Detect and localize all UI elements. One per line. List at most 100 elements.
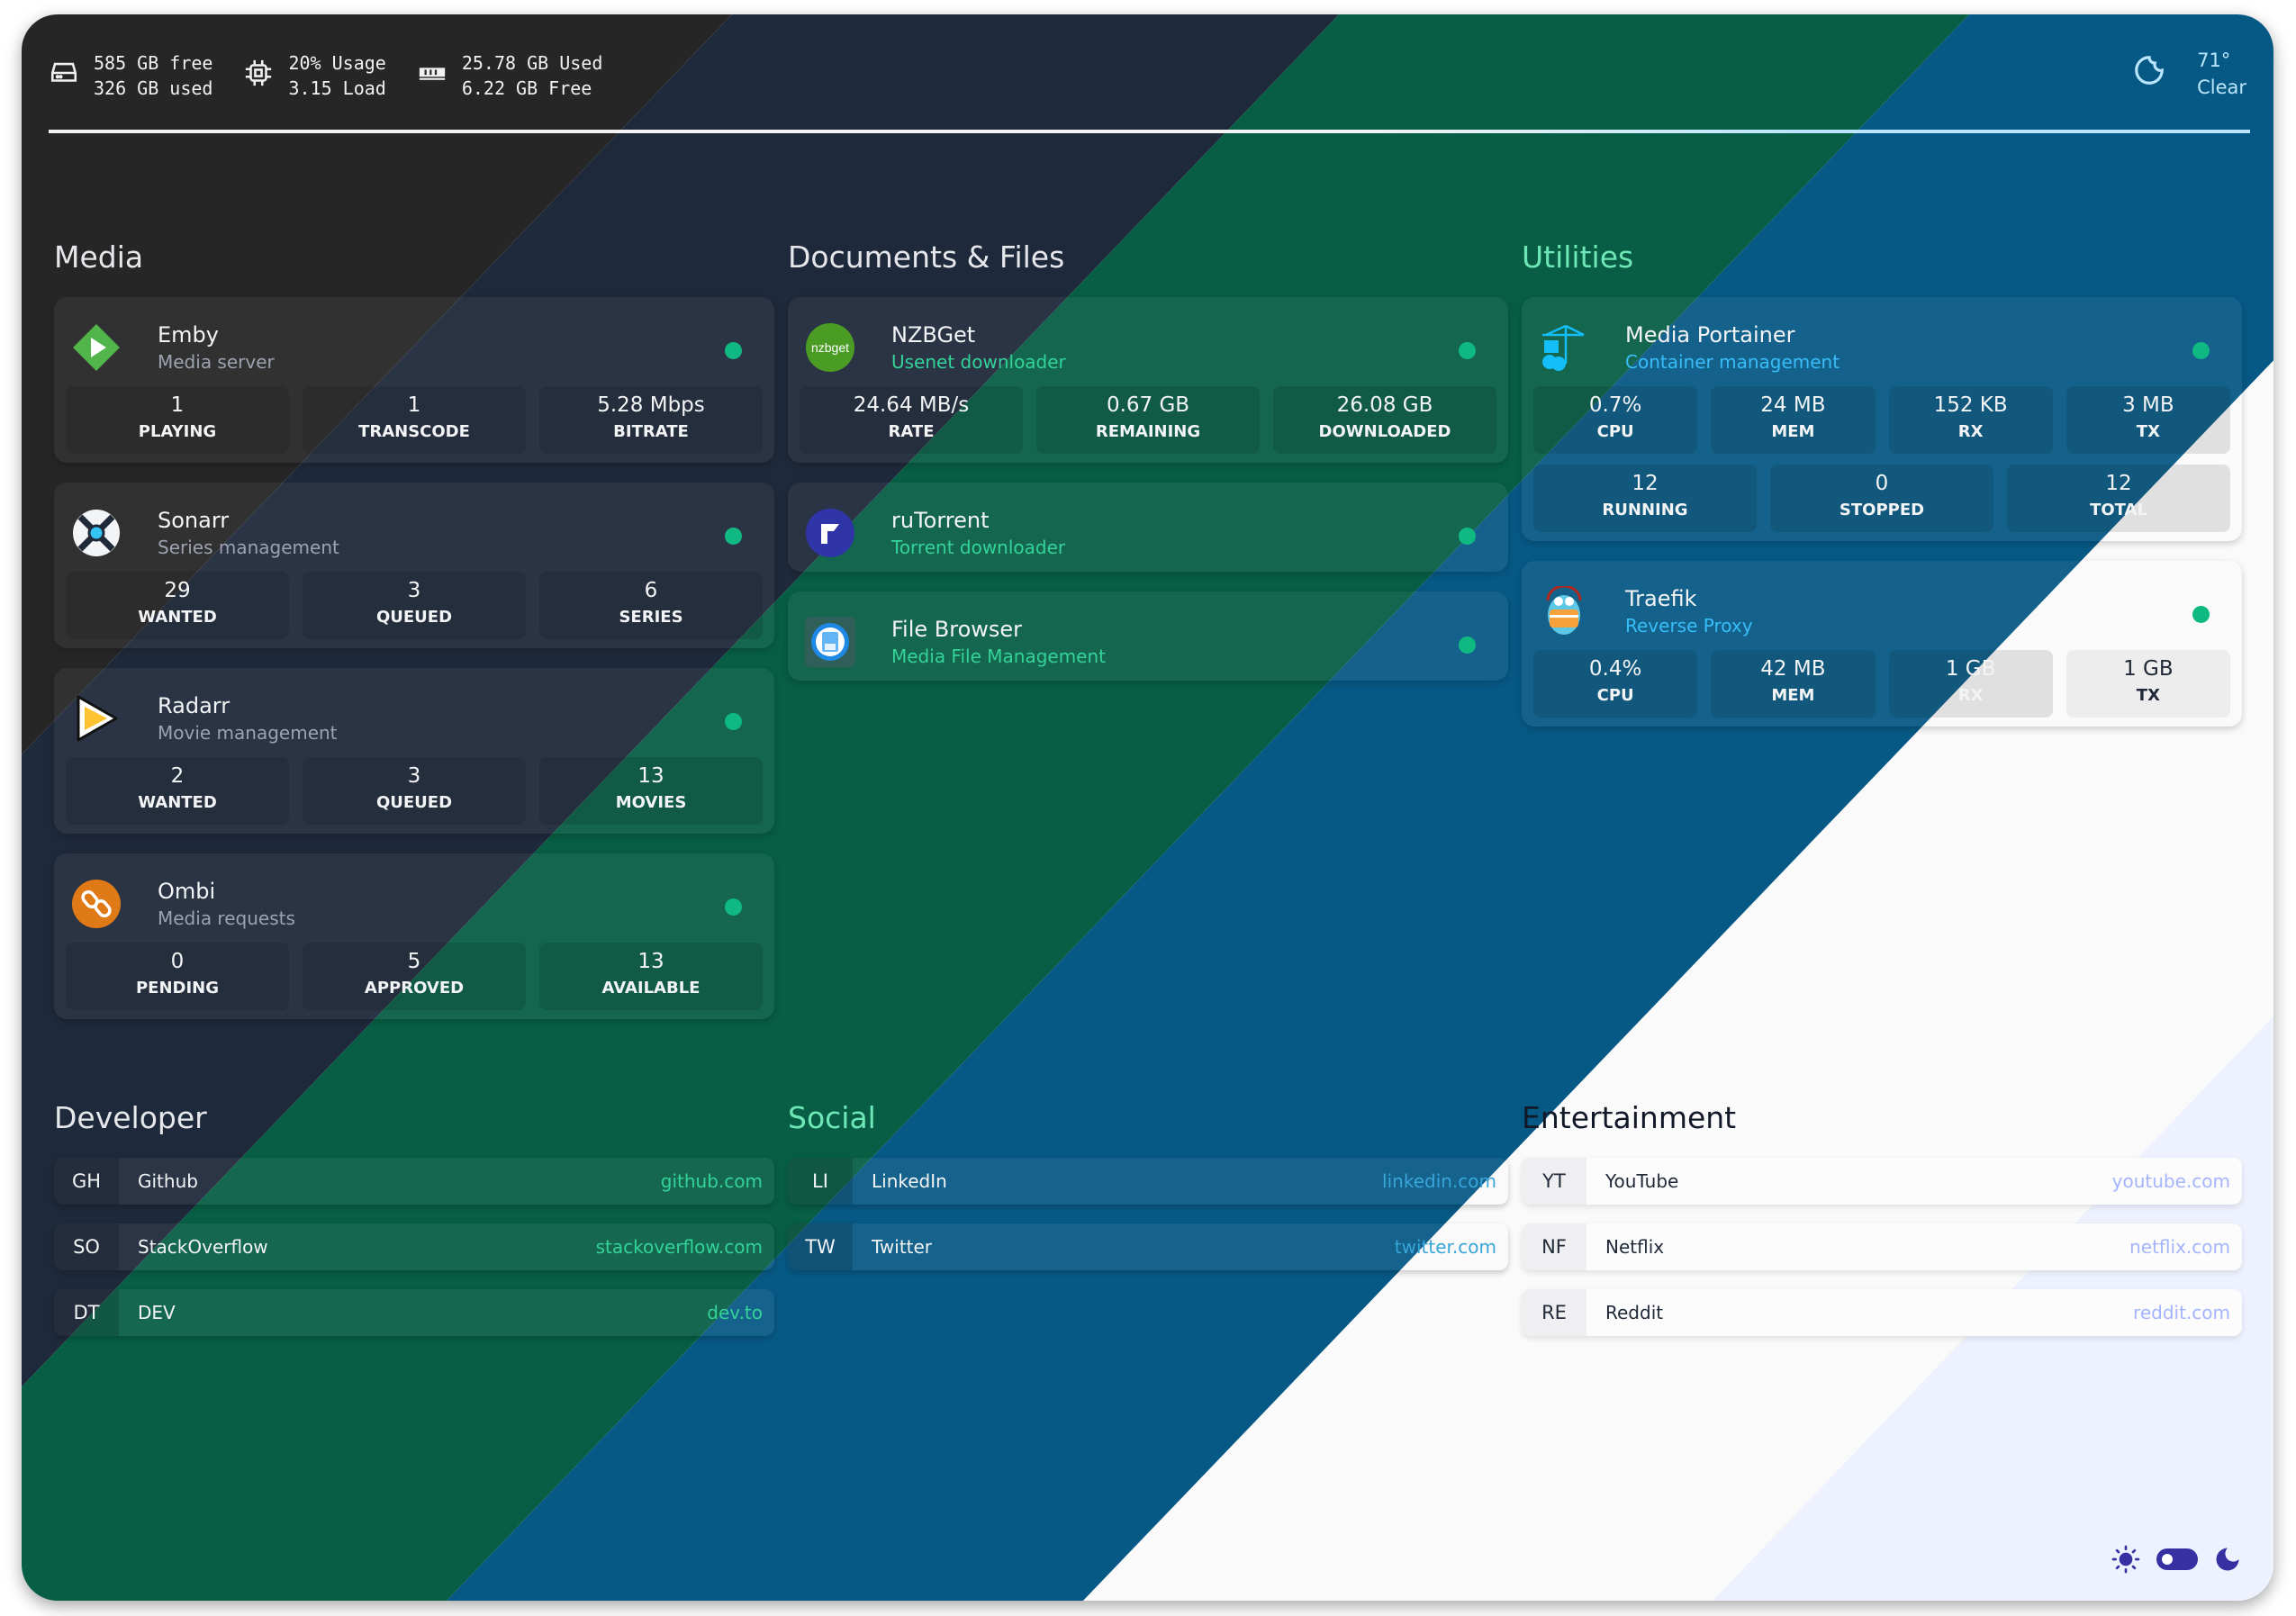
bookmark-youtube[interactable]: YT YouTube youtube.com bbox=[1522, 1158, 2242, 1205]
service-name[interactable]: Media Portainer bbox=[1625, 322, 1795, 348]
bookmark-url: netflix.com bbox=[2129, 1236, 2230, 1258]
service-group-media: Media Emby Media server 1 PLAYING 1 TRANSCODE 5… bbox=[54, 238, 774, 1039]
bookmark-url: twitter.com bbox=[1394, 1236, 1496, 1258]
service-card-emby[interactable]: Emby Media server 1 PLAYING 1 TRANSCODE 5.28 M… bbox=[54, 297, 774, 463]
stat-series: 6 SERIES bbox=[539, 572, 763, 639]
service-card-traefik[interactable]: Traefik Reverse Proxy 0.4% CPU 42 MB MEM 1 GB R… bbox=[1522, 561, 2242, 727]
service-card-ombi[interactable]: Ombi Media requests 0 PENDING 5 APPROVED 13 AVA… bbox=[54, 853, 774, 1019]
service-description: Movie management bbox=[158, 722, 338, 744]
toggle-icon[interactable] bbox=[2156, 1548, 2198, 1574]
bookmark-group-social: Social LI LinkedIn linkedin.com TW Twitter twi… bbox=[788, 1098, 1508, 1289]
stat-queued: 3 QUEUED bbox=[303, 572, 526, 639]
memory-free: 6.22 GB Free bbox=[461, 77, 592, 99]
status-dot-icon bbox=[2192, 606, 2210, 623]
bookmark-twitter[interactable]: TW Twitter twitter.com bbox=[788, 1223, 1508, 1270]
service-name[interactable]: NZBGet bbox=[891, 322, 976, 348]
service-card-portainer[interactable]: Media Portainer Container management 0.7% C… bbox=[1522, 297, 2242, 541]
memory-used: 25.78 GB Used bbox=[461, 52, 603, 74]
bookmark-abbr: SO bbox=[54, 1223, 119, 1270]
service-card-nzbget[interactable]: nzbget NZBGet Usenet downloader 24.64 MB/s R… bbox=[788, 297, 1508, 463]
bookmark-group-entertainment: Entertainment YT YouTube youtube.com NF Netfl… bbox=[1522, 1098, 2242, 1355]
sun-icon[interactable] bbox=[2111, 1545, 2140, 1577]
service-name[interactable]: File Browser bbox=[891, 617, 1023, 642]
bookmark-netflix[interactable]: NF Netflix netflix.com bbox=[1522, 1223, 2242, 1270]
bookmark-name: YouTube bbox=[1605, 1170, 1679, 1192]
cpu-load: 3.15 Load bbox=[288, 77, 386, 99]
service-header[interactable]: Traefik Reverse Proxy bbox=[1533, 573, 2230, 650]
stat-value: 1 GB bbox=[1945, 657, 1996, 681]
bookmark-url: linkedin.com bbox=[1382, 1170, 1496, 1192]
weather-widget[interactable]: 71° Clear bbox=[2132, 47, 2246, 101]
stat-value: 152 KB bbox=[1933, 393, 2008, 417]
ombi-icon bbox=[71, 879, 122, 929]
section-title: Documents & Files bbox=[788, 239, 1065, 275]
service-header[interactable]: Ombi Media requests bbox=[66, 865, 763, 943]
stat-label: TRANSCODE bbox=[358, 422, 470, 441]
stat-mem: 42 MB MEM bbox=[1711, 650, 1876, 718]
stat-value: 13 bbox=[637, 950, 664, 973]
service-header[interactable]: ruTorrent Torrent downloader bbox=[800, 494, 1496, 572]
service-text: Media Portainer Container management bbox=[1625, 320, 1840, 375]
weather-temp: 71° bbox=[2197, 50, 2231, 71]
disk-widget: 585 GB free 326 GB used bbox=[49, 50, 212, 101]
service-name[interactable]: Traefik bbox=[1625, 586, 1697, 611]
service-group-utilities: Utilities Media Portainer Container manage… bbox=[1522, 238, 2242, 746]
moon-icon[interactable] bbox=[2214, 1546, 2241, 1576]
theme-switcher[interactable] bbox=[2111, 1545, 2241, 1577]
cpu-usage: 20% Usage bbox=[288, 52, 386, 74]
stat-stopped: 0 STOPPED bbox=[1770, 465, 1993, 532]
stat-label: RX bbox=[1957, 686, 1984, 705]
stat-label: MOVIES bbox=[615, 793, 687, 812]
service-header[interactable]: Media Portainer Container management bbox=[1533, 309, 2230, 386]
bookmark-url: github.com bbox=[660, 1170, 763, 1192]
service-name[interactable]: Ombi bbox=[158, 879, 216, 904]
stat-label: WANTED bbox=[138, 793, 217, 812]
hard-drive-icon bbox=[49, 58, 79, 95]
stat-label: REMAINING bbox=[1095, 422, 1201, 441]
bookmark-github[interactable]: GH Github github.com bbox=[54, 1158, 774, 1205]
stat-label: RATE bbox=[888, 422, 935, 441]
stat-label: TX bbox=[2136, 686, 2160, 705]
cpu-icon bbox=[243, 58, 274, 95]
stat-value: 3 bbox=[407, 764, 421, 788]
service-name[interactable]: Sonarr bbox=[158, 508, 230, 533]
service-stats: 24.64 MB/s RATE 0.67 GB REMAINING 26.08 GB DO… bbox=[800, 386, 1496, 454]
service-name[interactable]: ruTorrent bbox=[891, 508, 990, 533]
bookmark-abbr: LI bbox=[788, 1158, 853, 1205]
service-name[interactable]: Emby bbox=[158, 322, 219, 348]
service-header[interactable]: Radarr Movie management bbox=[66, 680, 763, 757]
stat-transcode: 1 TRANSCODE bbox=[303, 386, 526, 454]
service-header[interactable]: File Browser Media File Management bbox=[800, 603, 1496, 681]
bookmark-linkedin[interactable]: LI LinkedIn linkedin.com bbox=[788, 1158, 1508, 1205]
service-description: Media server bbox=[158, 351, 275, 373]
status-dot-icon bbox=[1459, 342, 1476, 359]
bookmark-dev[interactable]: DT DEV dev.to bbox=[54, 1289, 774, 1336]
bookmark-url: dev.to bbox=[707, 1302, 763, 1323]
status-dot-icon bbox=[725, 898, 742, 916]
stat-value: 0.67 GB bbox=[1106, 393, 1190, 417]
stat-rate: 24.64 MB/s RATE bbox=[800, 386, 1023, 454]
bookmark-reddit[interactable]: RE Reddit reddit.com bbox=[1522, 1289, 2242, 1336]
service-header[interactable]: nzbget NZBGet Usenet downloader bbox=[800, 309, 1496, 386]
service-card-sonarr[interactable]: Sonarr Series management 29 WANTED 3 QUEUED 6 S… bbox=[54, 483, 774, 648]
service-card-rutorrent[interactable]: ruTorrent Torrent downloader bbox=[788, 483, 1508, 572]
service-name[interactable]: Radarr bbox=[158, 693, 231, 718]
stat-tx: 3 MB TX bbox=[2065, 386, 2230, 454]
stat-value: 1 bbox=[170, 393, 185, 417]
service-card-filebrowser[interactable]: File Browser Media File Management bbox=[788, 591, 1508, 681]
service-header[interactable]: Sonarr Series management bbox=[66, 494, 763, 572]
service-description: Torrent downloader bbox=[891, 537, 1066, 558]
service-card-radarr[interactable]: Radarr Movie management 2 WANTED 3 QUEUED 13 MO… bbox=[54, 668, 774, 834]
radarr-icon bbox=[71, 693, 122, 744]
bookmark-name: LinkedIn bbox=[872, 1170, 947, 1192]
portainer-icon bbox=[1539, 322, 1589, 373]
disk-used: 326 GB used bbox=[94, 77, 213, 99]
stat-label: BITRATE bbox=[613, 422, 689, 441]
bookmark-stackoverflow[interactable]: SO StackOverflow stackoverflow.com bbox=[54, 1223, 774, 1270]
service-stats: 1 PLAYING 1 TRANSCODE 5.28 Mbps BITRATE bbox=[66, 386, 763, 454]
emby-icon bbox=[71, 322, 122, 373]
band-blue bbox=[447, 14, 2273, 1601]
service-header[interactable]: Emby Media server bbox=[66, 309, 763, 386]
service-text: Radarr Movie management bbox=[158, 691, 338, 745]
system-stats: 585 GB free 326 GB used 20% Usage 3.15 Loa… bbox=[49, 50, 602, 101]
